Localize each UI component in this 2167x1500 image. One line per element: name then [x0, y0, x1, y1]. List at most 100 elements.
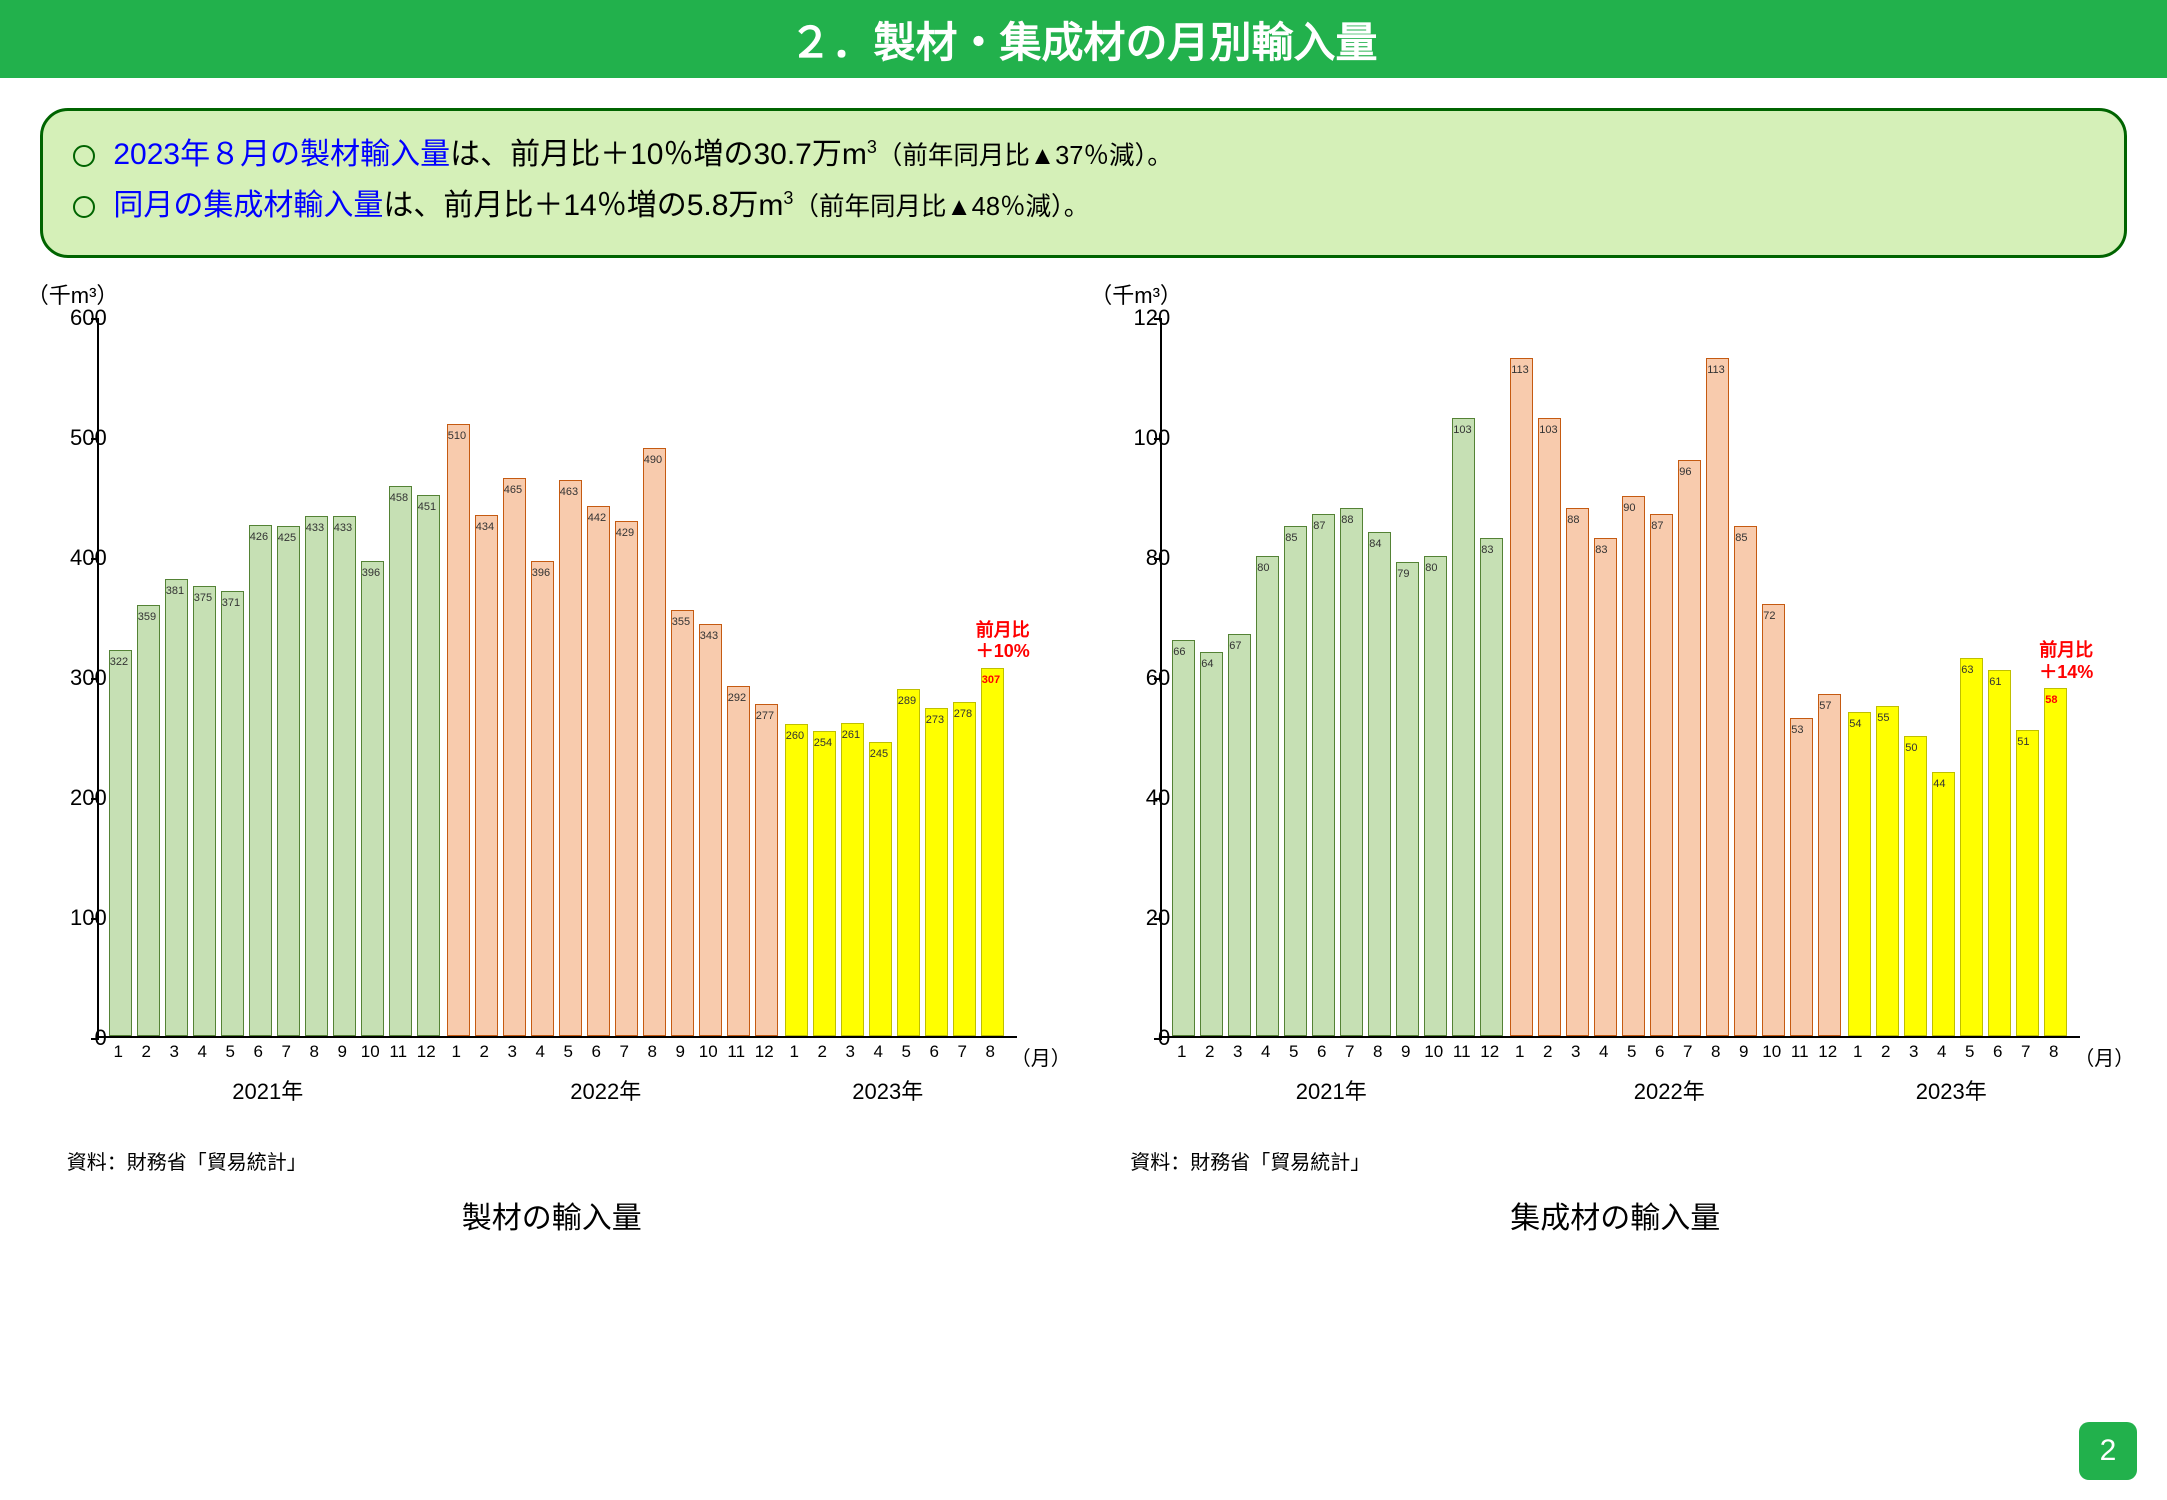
- bar: [1396, 562, 1419, 1036]
- x-month-label: 10: [359, 1042, 382, 1062]
- bar: [897, 689, 920, 1036]
- y-tick-label: 60: [1110, 665, 1170, 691]
- bar-value-label: 61: [1989, 676, 2001, 688]
- bar-value-label: 57: [1819, 700, 1831, 712]
- bar: [643, 448, 666, 1036]
- x-month-label: 1: [1846, 1042, 1869, 1062]
- bar-value-label: 260: [786, 730, 804, 742]
- bar: [1876, 706, 1899, 1036]
- bar: [1848, 712, 1871, 1036]
- bar-value-label: 113: [1707, 364, 1725, 376]
- y-tick-label: 500: [47, 425, 107, 451]
- bar-value-label: 54: [1849, 718, 1861, 730]
- x-month-label: 11: [387, 1042, 410, 1062]
- bar: [137, 605, 160, 1036]
- bar: [1790, 718, 1813, 1036]
- bar: [1284, 526, 1307, 1036]
- bar: [1452, 418, 1475, 1036]
- bar: [1510, 358, 1533, 1036]
- x-month-label: 6: [1310, 1042, 1333, 1062]
- bar-value-label: 64: [1201, 658, 1213, 670]
- bar: [727, 686, 750, 1036]
- x-month-label: 4: [1930, 1042, 1953, 1062]
- bar-value-label: 433: [334, 522, 352, 534]
- bar: [1368, 532, 1391, 1036]
- x-month-label: 4: [1592, 1042, 1615, 1062]
- chart-title: 集成材の輸入量: [1090, 1193, 2140, 1237]
- bar: [165, 579, 188, 1036]
- bar: [755, 704, 778, 1036]
- x-month-label: 3: [1226, 1042, 1249, 1062]
- bar: [1594, 538, 1617, 1036]
- bar: [1172, 640, 1195, 1036]
- x-month-label: 7: [613, 1042, 636, 1062]
- bar-value-label: 245: [870, 748, 888, 760]
- bar: [1424, 556, 1447, 1036]
- x-axis-unit: （月）: [1011, 1042, 1071, 1071]
- x-year-label: 2023年: [852, 1074, 923, 1106]
- callout-blue: 同月の集成材輸入量: [113, 189, 383, 222]
- bar-value-label: 381: [166, 585, 184, 597]
- bar-value-label: 425: [278, 532, 296, 544]
- bar-value-label: 396: [362, 567, 380, 579]
- x-month-label: 6: [1648, 1042, 1671, 1062]
- bar-value-label: 359: [138, 611, 156, 623]
- x-year-label: 2022年: [1634, 1074, 1705, 1106]
- x-month-label: 3: [1902, 1042, 1925, 1062]
- bar: [1480, 538, 1503, 1036]
- bar-value-label: 84: [1369, 538, 1381, 550]
- x-month-label: 5: [219, 1042, 242, 1062]
- plot-area: 3223593813753714264254334333964584515104…: [97, 318, 1017, 1038]
- bar: [925, 708, 948, 1036]
- bar-value-label: 355: [672, 616, 690, 628]
- bar-value-label: 51: [2017, 736, 2029, 748]
- x-month-label: 5: [1958, 1042, 1981, 1062]
- bar: [1960, 658, 1983, 1036]
- x-month-label: 8: [1366, 1042, 1389, 1062]
- bar-value-label: 113: [1511, 364, 1529, 376]
- chart-left: （千m³）32235938137537142642543343339645845…: [27, 278, 1037, 1138]
- bar-value-label: 375: [194, 592, 212, 604]
- x-month-label: 7: [951, 1042, 974, 1062]
- bar-value-label: 490: [644, 454, 662, 466]
- bar-value-label: 289: [898, 695, 916, 707]
- callout-sup: 3: [783, 188, 793, 208]
- bar: [1818, 694, 1841, 1036]
- y-tick-label: 40: [1110, 785, 1170, 811]
- callout-black: の5.8万m: [657, 189, 784, 222]
- callout-black: の30.7万m: [723, 138, 866, 171]
- x-month-label: 7: [275, 1042, 298, 1062]
- x-month-label: 1: [445, 1042, 468, 1062]
- bar-value-label: 442: [588, 512, 606, 524]
- bar-value-label: 88: [1341, 514, 1353, 526]
- x-month-label: 11: [1450, 1042, 1473, 1062]
- y-tick-label: 100: [47, 905, 107, 931]
- bar-value-label: 66: [1173, 646, 1185, 658]
- bar: [1312, 514, 1335, 1036]
- x-month-label: 8: [979, 1042, 1002, 1062]
- callout-line-2: 同月の集成材輸入量は、前月比＋14％増の5.8万m3（前年同月比▲48％減）。: [73, 180, 2094, 231]
- bar: [953, 702, 976, 1036]
- y-tick-label: 0: [47, 1025, 107, 1051]
- bar: [869, 742, 892, 1036]
- bar-value-label: 103: [1539, 424, 1557, 436]
- x-month-label: 4: [529, 1042, 552, 1062]
- bar-value-label: 103: [1453, 424, 1471, 436]
- bar-value-label: 53: [1791, 724, 1803, 736]
- bar: [1622, 496, 1645, 1036]
- x-year-label: 2022年: [570, 1074, 641, 1106]
- callout-small: （前年同月比▲37％減）。: [877, 142, 1173, 170]
- bar: [1706, 358, 1729, 1036]
- bar: [1566, 508, 1589, 1036]
- chart-right-block: （千m³）66646780858788847980103831131038883…: [1090, 278, 2140, 1237]
- bar-value-label: 277: [756, 710, 774, 722]
- bar-value-label: 87: [1313, 520, 1325, 532]
- bar: [615, 521, 638, 1036]
- bar: [671, 610, 694, 1036]
- x-month-label: 8: [303, 1042, 326, 1062]
- x-month-label: 11: [1788, 1042, 1811, 1062]
- bar-value-label: 465: [504, 484, 522, 496]
- chart-source: 資料：財務省「貿易統計」: [67, 1146, 1077, 1175]
- x-month-label: 3: [163, 1042, 186, 1062]
- x-month-label: 9: [331, 1042, 354, 1062]
